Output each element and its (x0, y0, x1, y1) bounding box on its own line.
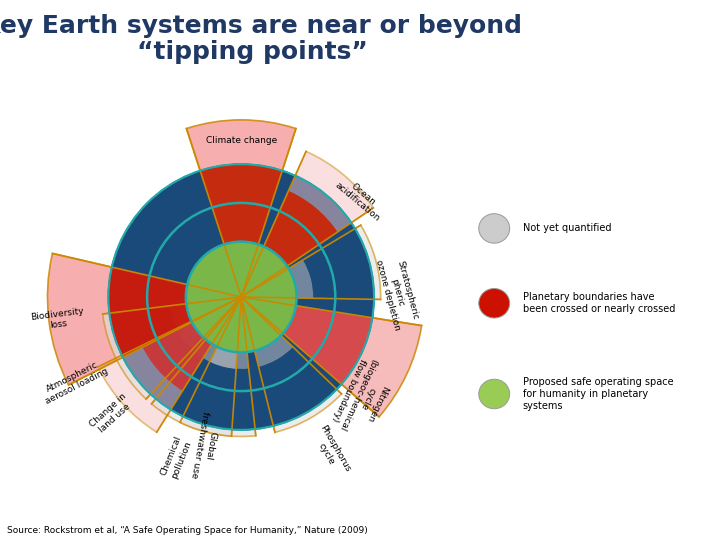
Text: Chemical
pollution: Chemical pollution (159, 435, 193, 481)
Wedge shape (200, 164, 282, 297)
Text: Proposed safe operating space
for humanity in planetary
systems: Proposed safe operating space for humani… (523, 377, 673, 410)
Text: Key Earth systems are near or beyond: Key Earth systems are near or beyond (0, 14, 523, 37)
Wedge shape (151, 297, 241, 436)
Wedge shape (241, 297, 372, 384)
Wedge shape (241, 191, 338, 297)
Text: Phosphorus
cycle: Phosphorus cycle (309, 424, 352, 479)
Wedge shape (98, 297, 241, 432)
Wedge shape (180, 297, 256, 436)
Wedge shape (142, 297, 241, 391)
Wedge shape (122, 297, 241, 410)
Text: “tipping points”: “tipping points” (137, 40, 367, 64)
Circle shape (479, 214, 510, 243)
Wedge shape (195, 297, 241, 369)
Circle shape (186, 242, 297, 353)
Wedge shape (241, 151, 374, 297)
Text: Not yet quantified: Not yet quantified (523, 224, 611, 233)
Text: Ocean
acidification: Ocean acidification (333, 173, 387, 224)
Wedge shape (210, 297, 248, 369)
Wedge shape (109, 267, 241, 357)
Text: Nitrogen
cycle
(biogeoc-hemical
flow boundary): Nitrogen cycle (biogeoc-hemical flow bou… (328, 353, 397, 441)
Text: Atmospheric
aerosol loading: Atmospheric aerosol loading (40, 357, 110, 406)
Circle shape (479, 288, 510, 318)
Text: Change in
land use: Change in land use (88, 392, 135, 437)
Text: Stratospheric
pheric
ozone depletion: Stratospheric pheric ozone depletion (374, 254, 421, 332)
Text: Biodiversity
loss: Biodiversity loss (30, 307, 86, 333)
Wedge shape (241, 225, 381, 300)
Circle shape (479, 379, 510, 409)
Wedge shape (241, 260, 313, 298)
Wedge shape (241, 297, 422, 417)
Circle shape (109, 164, 374, 430)
Wedge shape (241, 297, 372, 384)
Wedge shape (170, 297, 241, 349)
Wedge shape (200, 164, 282, 297)
Wedge shape (109, 267, 241, 357)
Wedge shape (241, 297, 293, 367)
Wedge shape (241, 176, 351, 297)
Text: Climate change: Climate change (206, 136, 276, 145)
Wedge shape (241, 297, 341, 433)
Text: Source: Rockstrom et al, “A Safe Operating Space for Humanity,” Nature (2009): Source: Rockstrom et al, “A Safe Operati… (7, 525, 368, 535)
Wedge shape (103, 297, 241, 399)
Text: Global
freshwater use: Global freshwater use (190, 410, 220, 480)
Wedge shape (186, 120, 296, 297)
Wedge shape (48, 253, 241, 385)
Text: Planetary boundaries have
been crossed or nearly crossed: Planetary boundaries have been crossed o… (523, 293, 675, 314)
